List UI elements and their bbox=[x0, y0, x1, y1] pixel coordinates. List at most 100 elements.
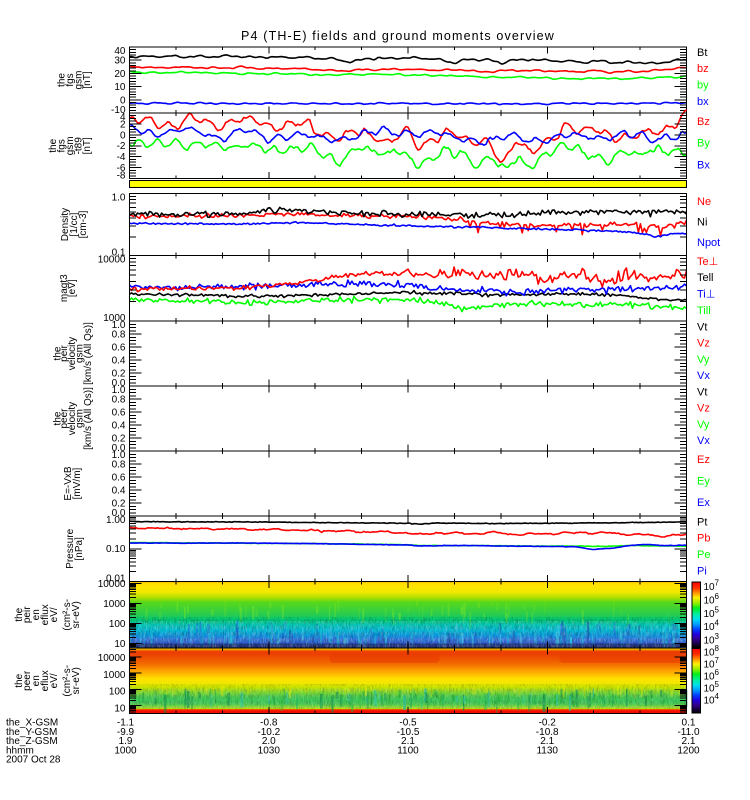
svg-text:1000: 1000 bbox=[103, 313, 126, 324]
svg-text:By: By bbox=[697, 138, 710, 150]
svg-text:0.4: 0.4 bbox=[112, 356, 126, 367]
svg-text:-t89: -t89 bbox=[74, 137, 85, 155]
svg-text:the: the bbox=[48, 138, 59, 152]
svg-text:0: 0 bbox=[120, 130, 126, 141]
svg-text:(cm²-s-: (cm²-s- bbox=[62, 665, 73, 697]
svg-text:-0.5: -0.5 bbox=[399, 718, 417, 729]
svg-text:-0.8: -0.8 bbox=[260, 718, 278, 729]
svg-text:10: 10 bbox=[114, 639, 126, 650]
svg-text:Ey: Ey bbox=[697, 476, 710, 488]
svg-text:[nT]: [nT] bbox=[82, 71, 93, 88]
svg-text:Pe: Pe bbox=[697, 549, 710, 561]
svg-text:-6: -6 bbox=[117, 163, 126, 174]
svg-text:peir: peir bbox=[22, 606, 33, 623]
svg-text:bz: bz bbox=[697, 63, 709, 75]
svg-text:0: 0 bbox=[120, 95, 126, 106]
svg-text:100: 100 bbox=[109, 619, 126, 630]
svg-text:-9.9: -9.9 bbox=[117, 727, 135, 738]
svg-text:7: 7 bbox=[715, 656, 720, 665]
svg-text:4: 4 bbox=[715, 692, 720, 701]
svg-text:5: 5 bbox=[715, 680, 720, 689]
svg-text:-8: -8 bbox=[117, 171, 126, 182]
svg-text:eV/: eV/ bbox=[49, 607, 60, 622]
svg-text:[cm-3]: [cm-3] bbox=[78, 210, 89, 238]
svg-text:0.8: 0.8 bbox=[112, 460, 126, 471]
svg-text:1.00: 1.00 bbox=[106, 515, 126, 526]
svg-text:0.2: 0.2 bbox=[112, 369, 126, 380]
svg-text:eflux: eflux bbox=[40, 604, 51, 625]
svg-text:E=-VxB: E=-VxB bbox=[63, 466, 74, 501]
svg-text:Vx: Vx bbox=[697, 370, 710, 382]
svg-text:2.1: 2.1 bbox=[540, 736, 554, 747]
svg-text:2007 Oct 28: 2007 Oct 28 bbox=[6, 755, 61, 766]
svg-text:-10.5: -10.5 bbox=[397, 727, 420, 738]
svg-text:0.10: 0.10 bbox=[106, 544, 126, 555]
svg-text:gsm: gsm bbox=[65, 136, 76, 155]
svg-text:Vt: Vt bbox=[697, 321, 707, 333]
svg-text:6: 6 bbox=[715, 668, 720, 677]
svg-text:-10.2: -10.2 bbox=[257, 727, 280, 738]
svg-text:100: 100 bbox=[109, 687, 126, 698]
svg-text:[km/s (All Qs)]: [km/s (All Qs)] bbox=[83, 387, 94, 450]
svg-text:peir: peir bbox=[59, 344, 70, 361]
svg-text:1.0: 1.0 bbox=[112, 450, 126, 461]
svg-text:Pi: Pi bbox=[697, 566, 707, 578]
svg-text:[nPa]: [nPa] bbox=[74, 537, 85, 561]
svg-text:the: the bbox=[14, 673, 25, 687]
svg-text:Till: Till bbox=[697, 305, 711, 317]
svg-text:gsm: gsm bbox=[74, 71, 85, 90]
svg-text:[nT]: [nT] bbox=[82, 137, 93, 154]
svg-text:0.6: 0.6 bbox=[112, 343, 126, 354]
svg-text:fgs: fgs bbox=[65, 73, 76, 86]
svg-text:Vz: Vz bbox=[697, 338, 710, 350]
svg-text:[1/cc]: [1/cc] bbox=[69, 212, 80, 236]
svg-text:3: 3 bbox=[715, 632, 720, 641]
svg-text:2.0: 2.0 bbox=[262, 736, 276, 747]
svg-text:en: en bbox=[31, 609, 42, 620]
svg-text:10000: 10000 bbox=[98, 255, 126, 266]
svg-text:the_X-GSM: the_X-GSM bbox=[6, 718, 58, 729]
svg-text:magt3: magt3 bbox=[59, 274, 70, 302]
svg-text:0.8: 0.8 bbox=[112, 330, 126, 341]
svg-text:sr-eV): sr-eV) bbox=[71, 601, 82, 628]
svg-text:(cm²-s-: (cm²-s- bbox=[62, 599, 73, 631]
svg-text:velocity: velocity bbox=[67, 402, 78, 435]
svg-text:4: 4 bbox=[120, 112, 126, 123]
svg-text:Density: Density bbox=[60, 208, 71, 241]
svg-text:1.0: 1.0 bbox=[112, 385, 126, 396]
svg-text:Vy: Vy bbox=[697, 419, 710, 431]
svg-text:gsm: gsm bbox=[75, 409, 86, 428]
svg-text:hhmm: hhmm bbox=[6, 745, 34, 756]
svg-text:P4 (TH-E) fields and ground mo: P4 (TH-E) fields and ground moments over… bbox=[241, 29, 555, 43]
svg-text:peer: peer bbox=[22, 670, 33, 691]
svg-text:the: the bbox=[57, 73, 68, 87]
svg-text:Bz: Bz bbox=[697, 116, 710, 128]
svg-text:8: 8 bbox=[715, 644, 720, 653]
svg-text:peer: peer bbox=[59, 408, 70, 429]
svg-text:20: 20 bbox=[114, 69, 126, 80]
svg-text:0.4: 0.4 bbox=[112, 421, 126, 432]
svg-text:0.01: 0.01 bbox=[106, 574, 126, 585]
svg-text:5: 5 bbox=[715, 605, 720, 614]
svg-text:1000: 1000 bbox=[114, 745, 137, 756]
svg-text:sr-eV): sr-eV) bbox=[71, 667, 82, 694]
svg-text:10000: 10000 bbox=[98, 653, 126, 664]
svg-text:Ni: Ni bbox=[697, 217, 707, 229]
svg-text:-2: -2 bbox=[117, 141, 126, 152]
svg-text:1.0: 1.0 bbox=[112, 320, 126, 331]
svg-text:Tell: Tell bbox=[697, 272, 714, 284]
svg-text:10: 10 bbox=[704, 622, 716, 633]
svg-text:0.0: 0.0 bbox=[112, 508, 126, 519]
svg-text:the: the bbox=[53, 346, 64, 360]
svg-text:1200: 1200 bbox=[677, 745, 700, 756]
svg-text:Ez: Ez bbox=[697, 454, 710, 466]
svg-text:Vt: Vt bbox=[697, 386, 707, 398]
svg-text:gsm: gsm bbox=[75, 344, 86, 363]
svg-text:10: 10 bbox=[704, 609, 716, 620]
svg-text:6: 6 bbox=[715, 592, 720, 601]
svg-text:0.6: 0.6 bbox=[112, 408, 126, 419]
svg-text:Vz: Vz bbox=[697, 403, 710, 415]
svg-text:the_Z-GSM: the_Z-GSM bbox=[6, 736, 58, 747]
svg-text:en: en bbox=[31, 675, 42, 686]
svg-text:0.2: 0.2 bbox=[112, 434, 126, 445]
